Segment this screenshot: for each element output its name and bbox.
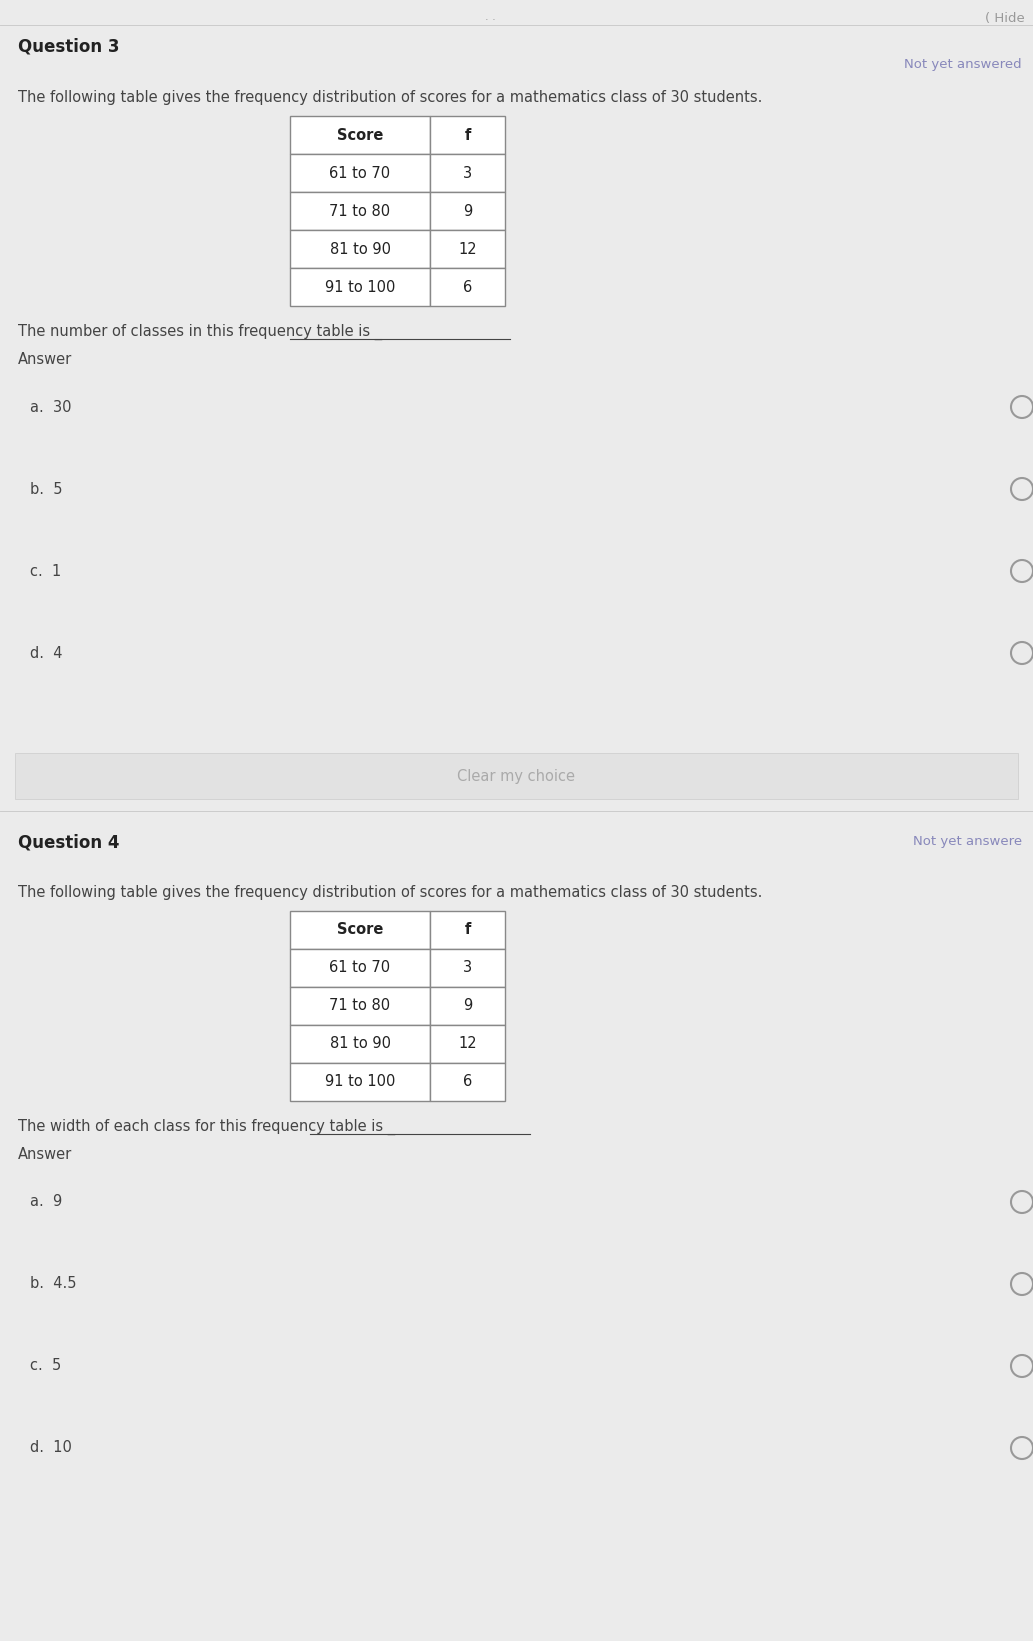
Bar — [290, 192, 430, 230]
Text: Answer: Answer — [18, 353, 72, 368]
Text: a.  30: a. 30 — [30, 399, 71, 415]
Bar — [430, 117, 505, 154]
Text: 91 to 100: 91 to 100 — [324, 1075, 396, 1090]
Text: d.  10: d. 10 — [30, 1441, 72, 1456]
Text: Clear my choice: Clear my choice — [457, 768, 575, 783]
Text: Answer: Answer — [18, 1147, 72, 1162]
Bar — [290, 948, 430, 986]
Text: 3: 3 — [463, 166, 472, 181]
Text: c.  5: c. 5 — [30, 1359, 61, 1374]
Bar — [430, 230, 505, 267]
Bar — [290, 1026, 430, 1063]
Text: 91 to 100: 91 to 100 — [324, 279, 396, 294]
Text: The following table gives the frequency distribution of scores for a mathematics: The following table gives the frequency … — [18, 884, 762, 899]
Text: The width of each class for this frequency table is _: The width of each class for this frequen… — [18, 1119, 396, 1136]
Bar — [430, 1063, 505, 1101]
Text: 12: 12 — [459, 241, 477, 256]
Text: f: f — [464, 922, 471, 937]
Text: 81 to 90: 81 to 90 — [330, 241, 390, 256]
Text: 61 to 70: 61 to 70 — [330, 166, 390, 181]
Text: The following table gives the frequency distribution of scores for a mathematics: The following table gives the frequency … — [18, 90, 762, 105]
Text: Score: Score — [337, 128, 383, 143]
Text: 6: 6 — [463, 1075, 472, 1090]
Bar — [290, 154, 430, 192]
Bar — [430, 986, 505, 1026]
Text: Not yet answere: Not yet answere — [913, 835, 1022, 848]
Bar — [430, 1026, 505, 1063]
Bar — [290, 911, 430, 948]
Bar — [290, 230, 430, 267]
Text: 3: 3 — [463, 960, 472, 975]
Text: ( Hide: ( Hide — [985, 11, 1025, 25]
Text: 81 to 90: 81 to 90 — [330, 1037, 390, 1052]
Bar — [430, 911, 505, 948]
Text: Score: Score — [337, 922, 383, 937]
Bar — [430, 154, 505, 192]
Bar — [290, 267, 430, 305]
Text: c.  1: c. 1 — [30, 563, 61, 579]
Text: 61 to 70: 61 to 70 — [330, 960, 390, 975]
Text: 6: 6 — [463, 279, 472, 294]
Text: Question 4: Question 4 — [18, 834, 120, 852]
Bar — [430, 267, 505, 305]
Text: f: f — [464, 128, 471, 143]
Bar — [290, 986, 430, 1026]
Text: 9: 9 — [463, 203, 472, 218]
Bar — [430, 192, 505, 230]
Bar — [290, 117, 430, 154]
Text: b.  4.5: b. 4.5 — [30, 1277, 76, 1291]
Bar — [290, 1063, 430, 1101]
Text: b.  5: b. 5 — [30, 481, 63, 497]
Text: . .: . . — [484, 11, 496, 21]
Bar — [15, 753, 1018, 799]
Bar — [430, 948, 505, 986]
Text: 12: 12 — [459, 1037, 477, 1052]
Text: 9: 9 — [463, 998, 472, 1014]
Text: Not yet answered: Not yet answered — [904, 57, 1022, 71]
Text: d.  4: d. 4 — [30, 645, 63, 660]
Text: Question 3: Question 3 — [18, 38, 120, 56]
Text: 71 to 80: 71 to 80 — [330, 203, 390, 218]
Text: a.  9: a. 9 — [30, 1195, 62, 1209]
Text: The number of classes in this frequency table is _: The number of classes in this frequency … — [18, 323, 382, 340]
Text: 71 to 80: 71 to 80 — [330, 998, 390, 1014]
